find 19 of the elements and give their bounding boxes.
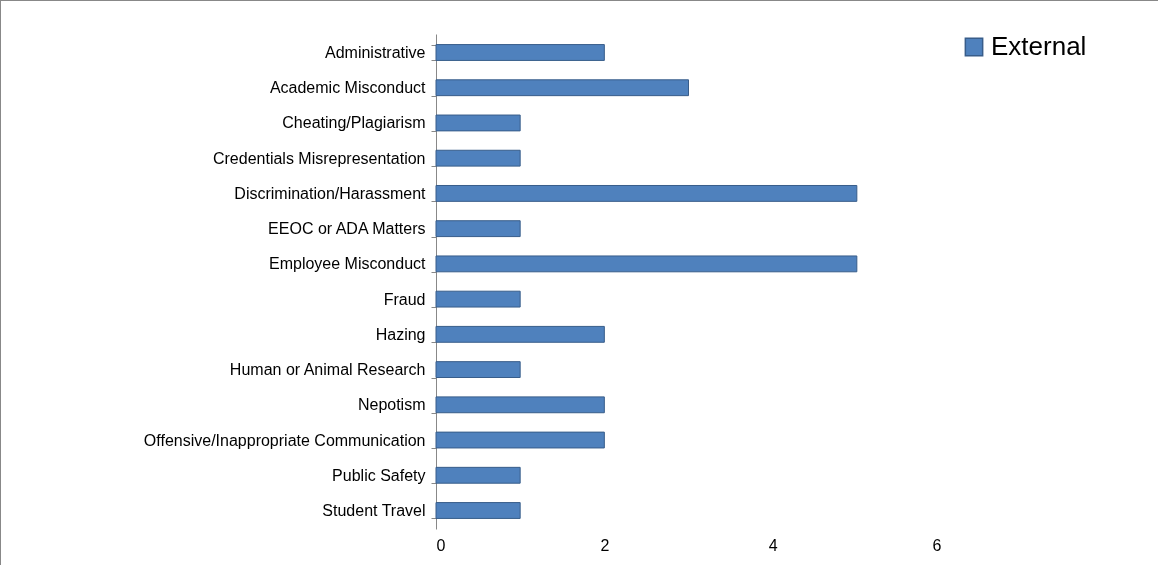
- y-tick-label: Discrimination/Harassment: [234, 184, 427, 202]
- y-tick-label: Cheating/Plagiarism: [282, 114, 426, 132]
- y-tick-label: Academic Misconduct: [269, 79, 427, 97]
- y-tick-label: Public Safety: [332, 466, 426, 484]
- y-tick-label: Hazing: [375, 325, 426, 343]
- y-tick-label: EEOC or ADA Matters: [268, 220, 426, 238]
- y-tick-label: Employee Misconduct: [268, 255, 427, 273]
- y-tick-label: Administrative: [325, 44, 426, 61]
- y-tick-label: Fraud: [383, 290, 426, 308]
- y-tick-label: Credentials Misrepresentation: [212, 149, 426, 167]
- y-tick-label: Nepotism: [357, 396, 426, 414]
- y-tick-label: Human or Animal Research: [229, 361, 426, 379]
- x-tick-label: 0: [436, 536, 446, 554]
- y-tick-label: Offensive/Inappropriate Communication: [143, 431, 426, 449]
- x-tick-label: 2: [600, 536, 610, 554]
- y-tick-label: Student Travel: [322, 502, 426, 519]
- x-tick-label: 6: [932, 536, 942, 554]
- legend-label: External: [991, 31, 1087, 61]
- x-tick-label: 4: [768, 536, 778, 554]
